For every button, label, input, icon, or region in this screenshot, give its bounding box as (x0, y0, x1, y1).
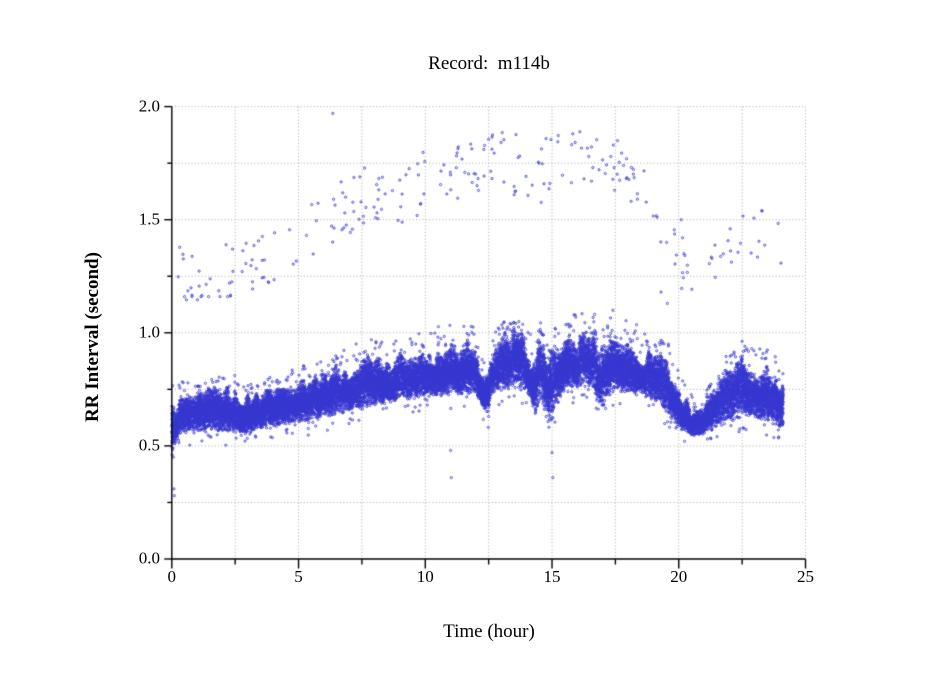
x-tick-label-25: 25 (797, 567, 814, 586)
x-tick-label-15: 15 (543, 567, 561, 586)
y-tick-label-0.5: 0.5 (138, 435, 160, 455)
x-tick-label-5: 5 (294, 567, 303, 586)
x-axis-title: Time (hour) (443, 621, 535, 642)
y-tick-label-0.0: 0.0 (138, 548, 160, 568)
y-tick-label-1.5: 1.5 (138, 209, 160, 229)
y-tick-label-1.0: 1.0 (138, 322, 160, 342)
x-tick-label-20: 20 (670, 567, 688, 586)
y-tick-label-2.0: 2.0 (138, 96, 160, 116)
chart-title: Record: m114b (428, 53, 550, 74)
x-tick-label-0: 0 (167, 567, 177, 586)
y-axis-title: RR Interval (second) (82, 252, 103, 422)
x-tick-label-10: 10 (416, 567, 434, 586)
